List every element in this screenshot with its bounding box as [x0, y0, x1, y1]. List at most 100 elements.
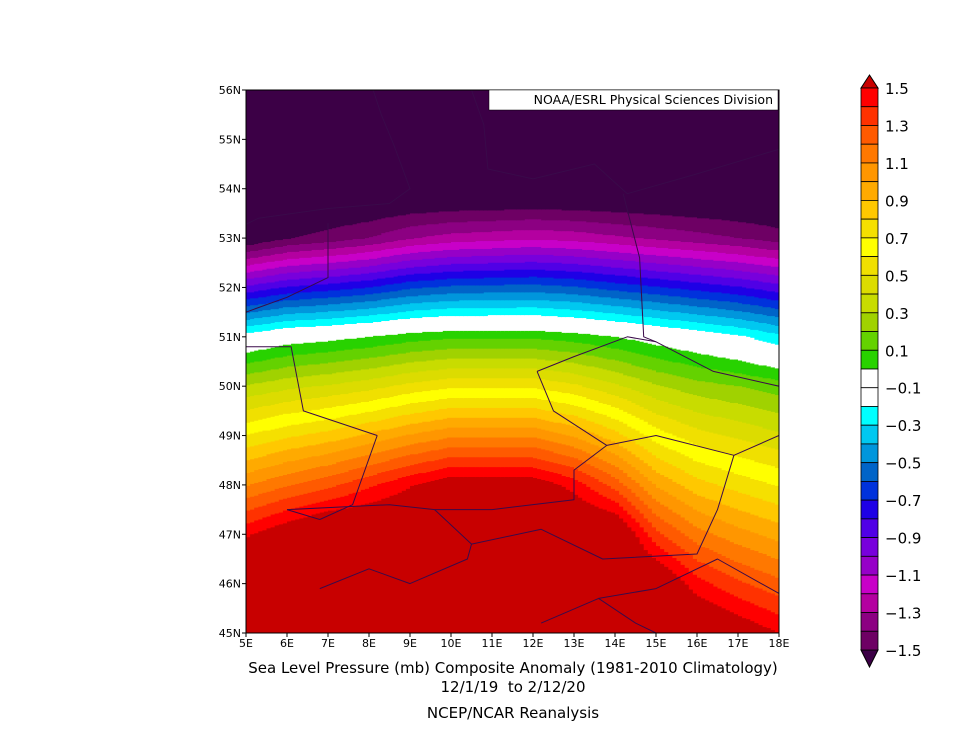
contour-fill-segment: [258, 243, 263, 251]
contour-fill-segment: [278, 280, 284, 289]
contour-fill-segment: [742, 90, 747, 223]
contour-fill-segment: [467, 398, 473, 409]
contour-fill-segment: [401, 394, 407, 406]
contour-fill-segment: [574, 232, 579, 242]
contour-fill-segment: [463, 316, 468, 332]
contour-fill-segment: [623, 252, 628, 262]
contour-fill-segment: [442, 399, 448, 410]
contour-fill-segment: [586, 319, 591, 335]
contour-fill-segment: [385, 232, 391, 243]
contour-fill-segment: [516, 209, 522, 221]
contour-fill-segment: [319, 90, 325, 232]
contour-fill-segment: [697, 511, 702, 529]
contour-fill-segment: [664, 360, 669, 374]
contour-fill-segment: [328, 242, 333, 250]
contour-fill-segment: [340, 496, 345, 510]
contour-fill-segment: [688, 458, 694, 476]
contour-fill-segment: [594, 273, 600, 283]
contour-fill-segment: [459, 256, 464, 265]
contour-fill-segment: [574, 241, 579, 250]
contour-fill-segment: [709, 583, 714, 603]
contour-fill-segment: [713, 260, 719, 270]
contour-fill-segment: [459, 242, 464, 250]
contour-fill-segment: [364, 503, 370, 633]
contour-fill-segment: [315, 490, 321, 504]
contour-fill-segment: [623, 275, 628, 285]
contour-fill-segment: [627, 514, 632, 528]
contour-fill-segment: [455, 233, 460, 243]
contour-fill-segment: [512, 407, 518, 419]
contour-fill-segment: [553, 301, 559, 310]
contour-fill-segment: [561, 382, 567, 394]
contour-fill-segment: [418, 303, 423, 311]
contour-fill-segment: [668, 90, 673, 216]
contour-fill-segment: [389, 242, 395, 250]
contour-fill-segment: [405, 281, 411, 291]
contour-fill-segment: [758, 281, 764, 291]
contour-fill-segment: [295, 483, 300, 497]
contour-fill-segment: [545, 220, 550, 231]
contour-fill-segment: [721, 435, 727, 453]
contour-fill-segment: [762, 241, 768, 250]
contour-fill-segment: [266, 516, 272, 529]
contour-fill-segment: [356, 302, 362, 310]
contour-fill-segment: [430, 410, 436, 422]
contour-fill-segment: [545, 410, 550, 422]
contour-fill-segment: [475, 388, 481, 399]
contour-fill-segment: [282, 287, 288, 295]
contour-fill-segment: [315, 420, 321, 434]
contour-fill-segment: [746, 255, 751, 265]
contour-fill-segment: [266, 478, 272, 493]
contour-fill-segment: [520, 398, 526, 409]
contour-fill-segment: [602, 258, 608, 268]
contour-fill-segment: [762, 464, 768, 483]
contour-fill-segment: [660, 279, 665, 289]
contour-fill-segment: [697, 243, 702, 252]
contour-fill-segment: [610, 212, 616, 225]
contour-fill-segment: [774, 292, 779, 301]
contour-fill-segment: [680, 533, 686, 550]
contour-fill-segment: [373, 293, 378, 302]
contour-fill-segment: [459, 300, 464, 309]
contour-fill-segment: [770, 343, 776, 369]
contour-fill-segment: [438, 349, 444, 361]
contour-fill-segment: [418, 361, 423, 372]
contour-fill-segment: [631, 260, 637, 270]
contour-fill-segment: [373, 431, 378, 444]
contour-fill-segment: [467, 467, 473, 478]
contour-fill-segment: [319, 352, 325, 365]
contour-fill-segment: [713, 586, 719, 605]
contour-fill-segment: [434, 440, 440, 451]
contour-fill-segment: [282, 280, 288, 289]
contour-fill-segment: [487, 248, 493, 257]
contour-fill-segment: [738, 360, 743, 374]
contour-fill-segment: [393, 90, 399, 217]
contour-fill-segment: [635, 509, 641, 524]
contour-fill-segment: [569, 231, 575, 242]
contour-fill-segment: [668, 304, 673, 313]
contour-fill-segment: [319, 305, 325, 313]
contour-fill-segment: [463, 477, 468, 633]
contour-fill-segment: [274, 322, 280, 330]
contour-fill-segment: [438, 250, 444, 259]
contour-fill-segment: [758, 498, 764, 519]
contour-fill-segment: [471, 232, 477, 243]
contour-fill-segment: [295, 343, 300, 356]
colorbar-swatch: [860, 274, 879, 295]
contour-fill-segment: [713, 276, 719, 286]
contour-fill-segment: [418, 259, 423, 268]
contour-fill-segment: [389, 449, 395, 460]
contour-fill-segment: [319, 431, 325, 445]
contour-fill-segment: [373, 475, 378, 487]
contour-fill-segment: [668, 540, 673, 556]
contour-fill-segment: [377, 257, 382, 266]
contour-fill-segment: [713, 369, 719, 384]
contour-fill-segment: [364, 245, 370, 253]
contour-fill-segment: [401, 253, 407, 262]
contour-fill-segment: [270, 316, 276, 324]
contour-fill-segment: [262, 349, 268, 362]
contour-fill-segment: [373, 315, 378, 323]
y-tick-label: 56N: [219, 84, 241, 97]
contour-fill-segment: [746, 246, 751, 257]
contour-fill-segment: [676, 90, 682, 217]
